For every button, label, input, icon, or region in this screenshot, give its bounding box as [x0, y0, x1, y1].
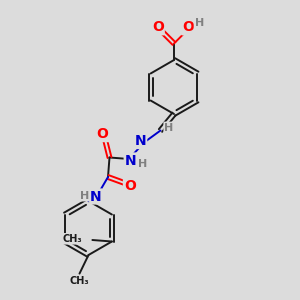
- Text: O: O: [152, 20, 164, 34]
- Text: H: H: [195, 18, 204, 28]
- Text: O: O: [124, 179, 136, 193]
- Text: CH₃: CH₃: [70, 276, 89, 286]
- Text: O: O: [182, 20, 194, 34]
- Text: O: O: [97, 127, 109, 141]
- Text: H: H: [164, 122, 173, 133]
- Text: N: N: [90, 190, 102, 203]
- Text: H: H: [80, 190, 89, 201]
- Text: H: H: [138, 159, 147, 170]
- Text: N: N: [125, 154, 136, 167]
- Text: N: N: [135, 134, 146, 148]
- Text: CH₃: CH₃: [62, 234, 82, 244]
